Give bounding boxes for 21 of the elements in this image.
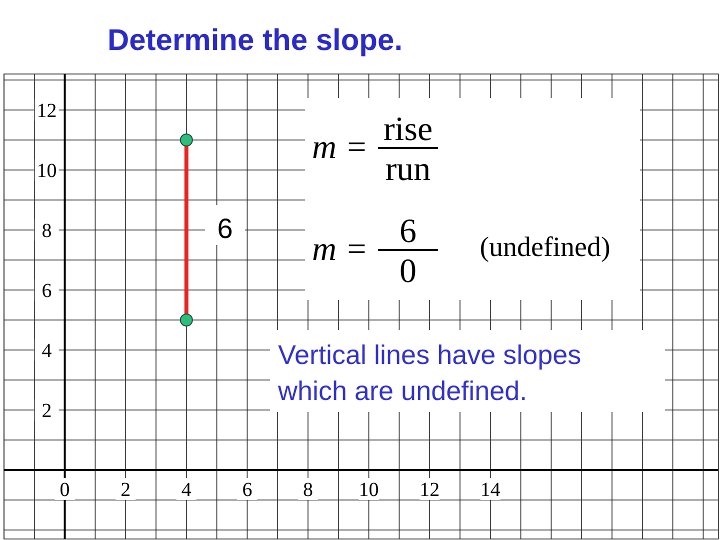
annotation: 0 bbox=[400, 253, 416, 290]
annotation: run bbox=[385, 151, 431, 188]
y-tick-label: 10 bbox=[36, 160, 57, 182]
x-tick-label: 8 bbox=[303, 479, 313, 501]
y-tick-label: 4 bbox=[42, 340, 52, 362]
y-tick-label: 2 bbox=[42, 400, 52, 422]
y-tick-label: 6 bbox=[42, 280, 52, 302]
x-tick-label: 0 bbox=[60, 479, 70, 501]
annotation: 6 bbox=[400, 213, 416, 250]
annotation: (undefined) bbox=[480, 232, 610, 263]
x-tick-label: 4 bbox=[181, 479, 192, 501]
chart-title: Determine the slope. bbox=[107, 24, 403, 57]
x-tick-label: 6 bbox=[242, 479, 252, 501]
y-tick-label: 12 bbox=[36, 100, 57, 122]
annotation: m = bbox=[312, 129, 368, 166]
annotation: m = bbox=[312, 231, 368, 268]
annotation: rise bbox=[383, 111, 433, 148]
x-tick-label: 2 bbox=[120, 479, 131, 501]
annotation: Vertical lines have slopes which are undefined. bbox=[277, 340, 582, 406]
y-tick-label: 8 bbox=[42, 220, 52, 242]
annotation: 6 bbox=[217, 213, 233, 244]
